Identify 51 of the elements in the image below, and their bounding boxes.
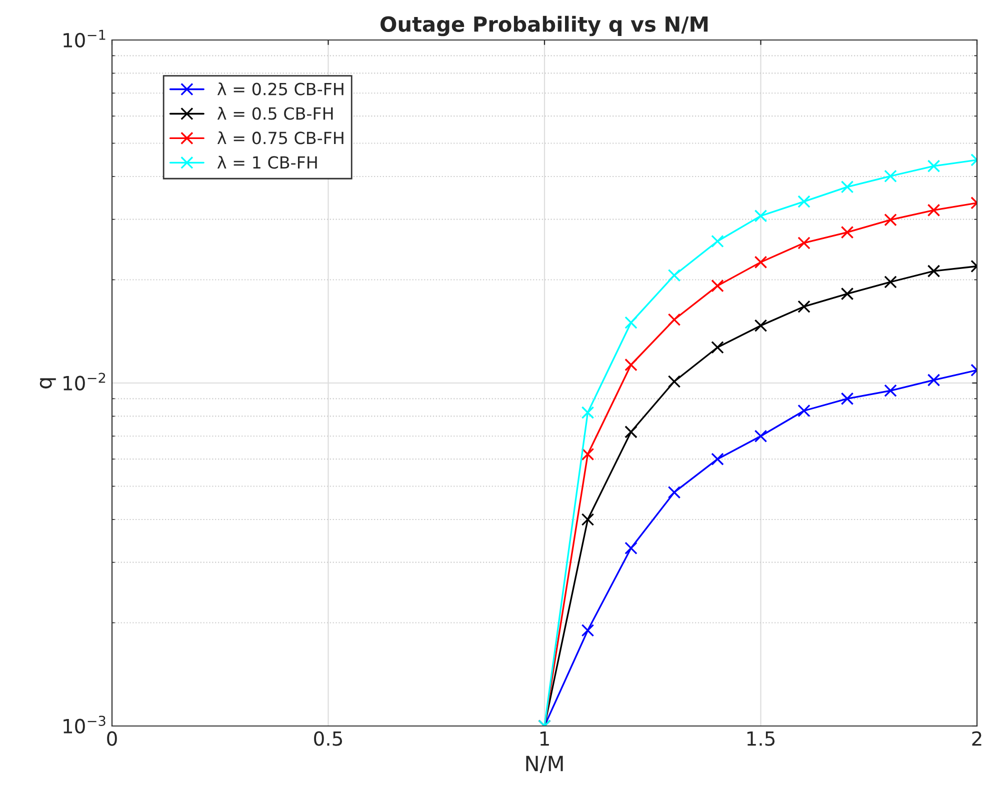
y-tick-label: 10$^{−3}$ — [64, 716, 106, 734]
point — [624, 426, 638, 438]
point — [884, 276, 897, 288]
point — [711, 341, 724, 354]
point — [668, 268, 681, 282]
point — [668, 486, 681, 499]
point — [798, 195, 810, 208]
point — [927, 204, 940, 217]
point — [927, 264, 940, 278]
x-tick-label: 1 — [540, 731, 549, 746]
chart-title: Outage Probability q vs N/M — [380, 16, 708, 36]
point — [754, 210, 768, 222]
point — [711, 452, 724, 466]
legend-label: λ = 0.5 CB-FH — [217, 106, 333, 120]
point — [884, 170, 897, 183]
legend-label: λ = 1 CB-FH — [217, 156, 317, 169]
point — [711, 234, 724, 248]
x-tick-label: 1.5 — [747, 731, 775, 746]
point — [840, 180, 854, 194]
point — [581, 513, 594, 526]
point — [927, 374, 940, 386]
point — [884, 213, 897, 226]
point — [624, 358, 638, 372]
point — [581, 406, 594, 419]
y-tick-label: 10$^{−2}$ — [64, 372, 106, 391]
point — [840, 226, 854, 239]
legend-label: λ = 0.25 CB-FH — [217, 82, 344, 96]
point — [624, 542, 638, 555]
point — [754, 319, 768, 332]
y-axis-title: q — [40, 378, 56, 388]
point — [711, 279, 724, 292]
point — [840, 392, 854, 406]
point — [840, 287, 854, 300]
point — [624, 316, 638, 329]
point — [754, 430, 768, 443]
point — [581, 448, 594, 461]
point — [884, 384, 897, 398]
x-tick-label: 0.5 — [314, 731, 342, 746]
point — [798, 236, 810, 250]
y-tick-label: 10$^{−1}$ — [64, 30, 106, 48]
point — [798, 300, 810, 313]
point — [798, 404, 810, 418]
point — [581, 624, 594, 637]
point — [927, 160, 940, 172]
x-axis-title: N/M — [526, 756, 563, 773]
x-tick-label: 0 — [107, 731, 117, 746]
point — [668, 313, 681, 326]
point — [754, 256, 768, 269]
point — [668, 375, 681, 388]
x-tick-label: 2 — [972, 731, 982, 746]
legend-label: λ = 0.75 CB-FH — [217, 131, 344, 144]
